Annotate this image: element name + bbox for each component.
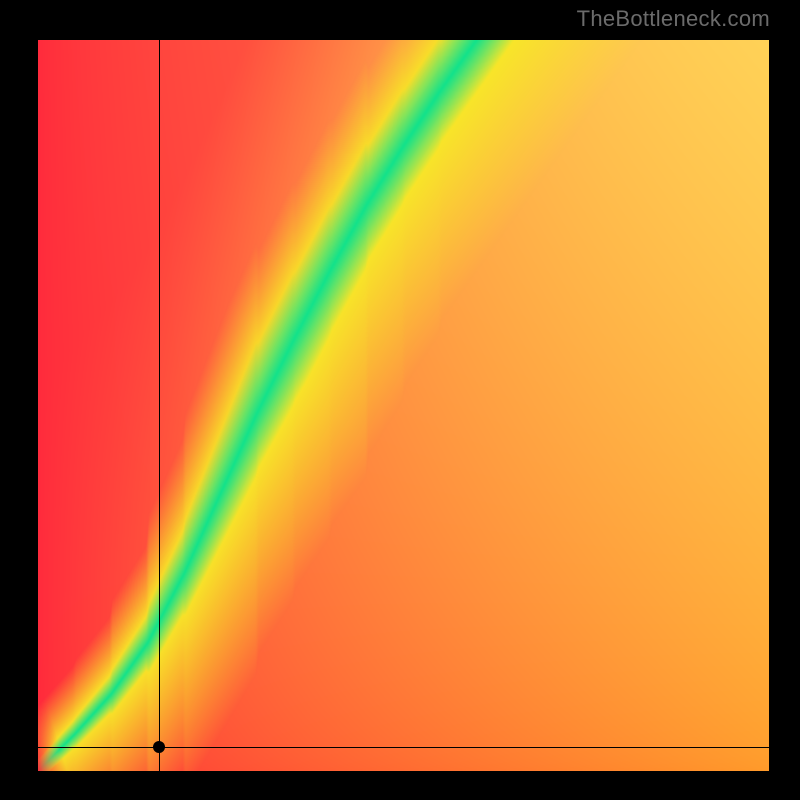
crosshair-vertical [159,40,160,771]
marker-dot [153,741,165,753]
crosshair-horizontal [38,747,769,748]
heatmap-canvas [38,40,769,771]
watermark-text: TheBottleneck.com [577,6,770,32]
chart-stage: TheBottleneck.com [0,0,800,800]
